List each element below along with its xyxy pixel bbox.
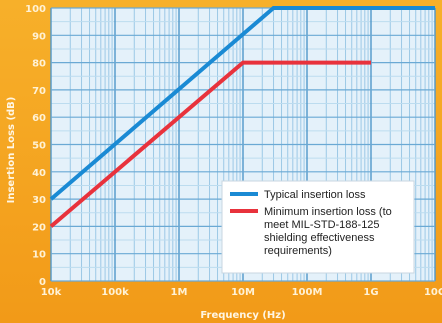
- series-line-1: [49, 6, 435, 201]
- x-tick-label: 10k: [41, 287, 62, 298]
- y-tick-label: 100: [25, 4, 46, 15]
- legend-box: [221, 180, 415, 274]
- y-tick-label: 40: [32, 168, 46, 179]
- legend-label-1: Typical insertion loss: [264, 189, 366, 201]
- x-axis-title: Frequency (Hz): [200, 310, 285, 321]
- legend-label-2: meet MIL-STD-188-125: [264, 219, 380, 231]
- series-layer: [49, 6, 435, 228]
- y-tick-label: 30: [32, 195, 46, 206]
- y-tick-label: 20: [32, 222, 46, 233]
- y-tick-label: 60: [32, 113, 46, 124]
- x-tick-labels: 10k 100k 1M 10M 100M 1G 10G: [41, 287, 442, 298]
- x-tick-label: 10M: [231, 287, 255, 298]
- x-tick-label: 1M: [171, 287, 188, 298]
- y-tick-label: 70: [32, 86, 46, 97]
- legend-label-2: requirements): [264, 245, 332, 257]
- y-tick-label: 50: [32, 141, 46, 152]
- x-tick-label: 10G: [424, 287, 442, 298]
- x-tick-label: 1G: [363, 287, 378, 298]
- y-tick-label: 0: [39, 277, 46, 288]
- series-line-2: [49, 60, 371, 228]
- legend-label-2: Minimum insertion loss (to: [264, 206, 392, 218]
- legend: Typical insertion loss Minimum insertion …: [221, 180, 415, 274]
- y-tick-labels: 0 10 20 30 40 50 60 70 80 90 100: [25, 4, 46, 288]
- x-tick-label: 100k: [101, 287, 129, 298]
- y-tick-label: 80: [32, 59, 46, 70]
- y-tick-label: 90: [32, 31, 46, 42]
- x-tick-label: 100M: [292, 287, 323, 298]
- y-tick-label: 10: [32, 250, 46, 261]
- legend-label-2: shielding effectiveness: [264, 232, 375, 244]
- y-axis-title: Insertion Loss (dB): [6, 97, 17, 204]
